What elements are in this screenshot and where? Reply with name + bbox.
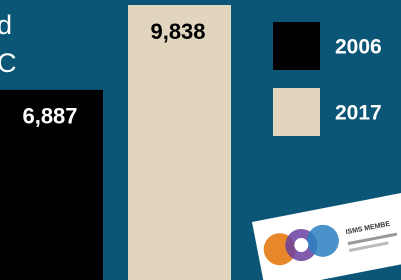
page: {"chart_data": {"type": "bar", "title": …: [0, 0, 401, 280]
legend-label: 2017: [335, 102, 382, 125]
chart-title-line: C: [0, 48, 17, 78]
legend-label: 2006: [335, 36, 382, 59]
legend-swatch: [273, 22, 320, 70]
value-label: 9,838: [150, 19, 205, 44]
bar: [128, 5, 231, 280]
chart-title-line: d: [0, 10, 12, 40]
value-label: 6,887: [22, 104, 77, 129]
chart: d C 6,88720069,8382017 ISMS MEMBE: [0, 0, 401, 280]
legend-swatch: [273, 88, 320, 136]
